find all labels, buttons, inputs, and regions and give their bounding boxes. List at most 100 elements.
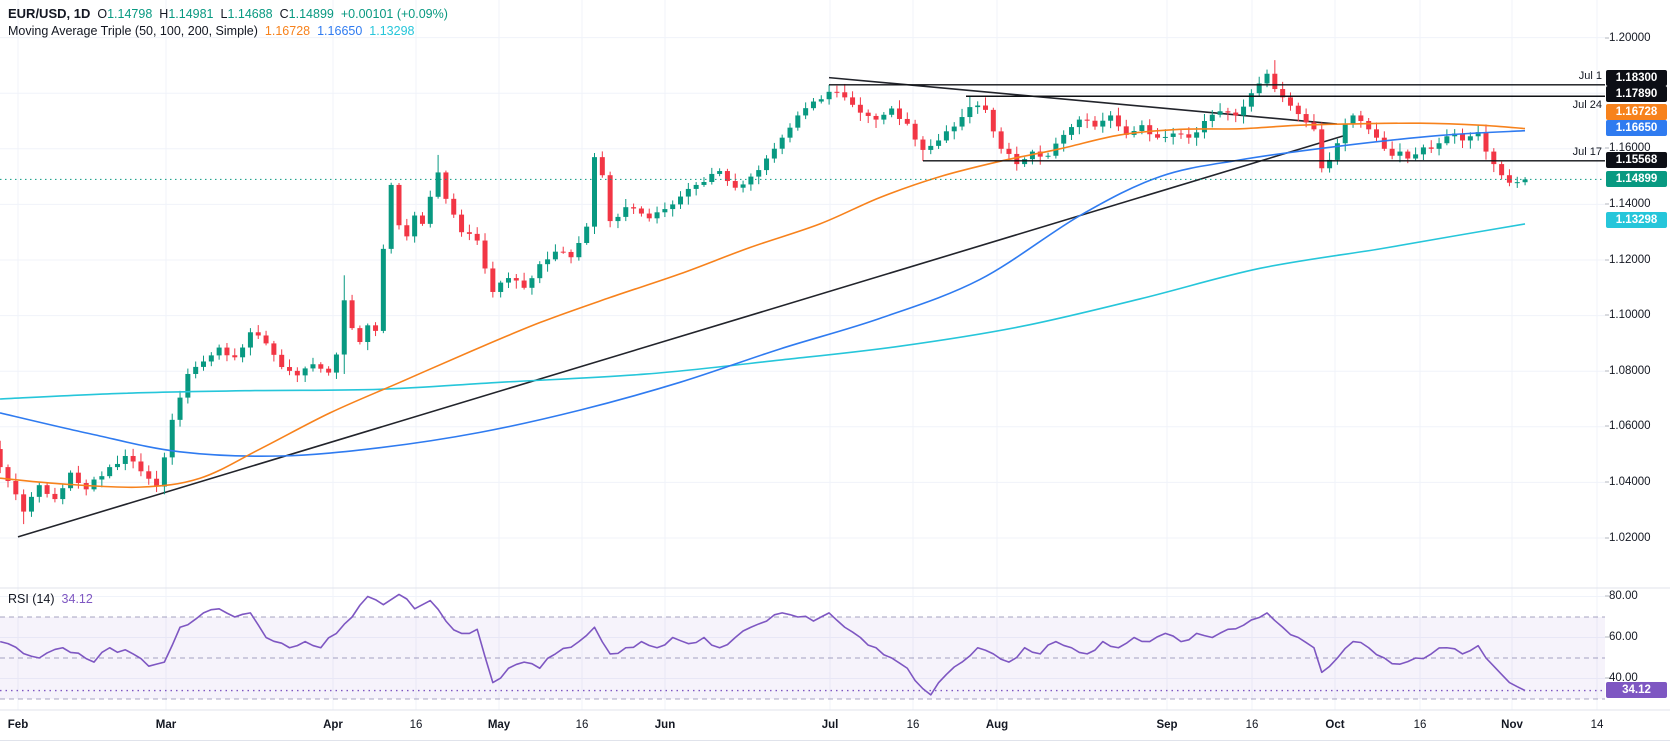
price-badge[interactable]: 1.16650 <box>1606 120 1667 136</box>
candle-body[interactable] <box>850 97 856 105</box>
candle-body[interactable] <box>717 171 723 174</box>
candle-body[interactable] <box>1327 159 1333 169</box>
candle-body[interactable] <box>443 172 449 199</box>
candle-body[interactable] <box>795 115 801 128</box>
candle-body[interactable] <box>75 472 81 484</box>
candle-body[interactable] <box>419 215 425 224</box>
candle-body[interactable] <box>60 488 66 500</box>
candle-body[interactable] <box>0 449 3 468</box>
price-axis-label[interactable]: 1.20000 <box>1609 32 1651 44</box>
time-axis-label[interactable]: Mar <box>155 719 177 731</box>
candle-body[interactable] <box>1506 175 1512 183</box>
candle-body[interactable] <box>732 181 738 188</box>
price-axis-label[interactable]: 1.02000 <box>1609 532 1651 544</box>
candle-body[interactable] <box>631 207 637 209</box>
candle-body[interactable] <box>912 123 918 140</box>
candle-body[interactable] <box>412 215 418 237</box>
candle-body[interactable] <box>404 225 410 237</box>
candle-body[interactable] <box>333 354 339 373</box>
price-axis-label[interactable]: 1.16000 <box>1609 142 1651 154</box>
candle-body[interactable] <box>271 343 277 355</box>
candle-body[interactable] <box>1123 126 1129 135</box>
candle-body[interactable] <box>568 251 574 258</box>
candle-body[interactable] <box>1006 148 1012 154</box>
candle-body[interactable] <box>1389 148 1395 156</box>
price-axis-label[interactable]: 1.04000 <box>1609 476 1651 488</box>
candle-body[interactable] <box>427 196 433 224</box>
candle-body[interactable] <box>365 325 371 343</box>
candle-body[interactable] <box>1374 129 1379 138</box>
candle-body[interactable] <box>1256 83 1262 94</box>
candle-body[interactable] <box>959 117 965 127</box>
candle-body[interactable] <box>787 127 793 138</box>
candle-body[interactable] <box>537 264 543 279</box>
rsi-axis-label[interactable]: 80.00 <box>1609 590 1638 602</box>
candle-body[interactable] <box>951 126 957 132</box>
candle-body[interactable] <box>998 131 1004 149</box>
candle-body[interactable] <box>1342 123 1348 144</box>
candle-body[interactable] <box>1162 136 1168 138</box>
candle-body[interactable] <box>1115 115 1121 127</box>
candle-body[interactable] <box>896 108 902 119</box>
candle-body[interactable] <box>1076 119 1082 128</box>
candle-body[interactable] <box>967 107 973 118</box>
candle-body[interactable] <box>13 481 19 495</box>
candle-body[interactable] <box>1178 133 1184 135</box>
candle-body[interactable] <box>599 157 605 176</box>
candle-body[interactable] <box>1522 179 1528 183</box>
candle-body[interactable] <box>185 373 191 398</box>
price-badge[interactable]: 1.18300 <box>1606 70 1667 86</box>
candle-body[interactable] <box>130 455 136 462</box>
price-axis-label[interactable]: 1.12000 <box>1609 254 1651 266</box>
candle-body[interactable] <box>1264 73 1270 84</box>
time-axis-label[interactable]: 14 <box>1590 719 1604 731</box>
candle-body[interactable] <box>310 364 316 369</box>
candle-body[interactable] <box>803 108 809 116</box>
candle-body[interactable] <box>1092 120 1098 127</box>
candle-body[interactable] <box>771 148 777 159</box>
candle-body[interactable] <box>52 493 58 500</box>
price-badge[interactable]: 1.15568 <box>1606 152 1667 168</box>
candle-body[interactable] <box>1303 114 1309 123</box>
candle-body[interactable] <box>670 204 676 210</box>
candle-body[interactable] <box>451 198 457 215</box>
candle-body[interactable] <box>177 397 183 420</box>
candle-body[interactable] <box>513 278 519 281</box>
price-axis-label[interactable]: 1.08000 <box>1609 365 1651 377</box>
candle-body[interactable] <box>1209 114 1215 121</box>
symbol-legend[interactable]: EUR/USD, 1D O1.14798 H1.14981 L1.14688 C… <box>8 5 448 23</box>
candle-body[interactable] <box>1186 134 1192 138</box>
time-axis-label[interactable]: 16 <box>1245 719 1259 731</box>
candle-body[interactable] <box>263 335 269 344</box>
candle-body[interactable] <box>975 105 981 108</box>
candle-body[interactable] <box>1460 133 1466 141</box>
candle-body[interactable] <box>740 184 746 188</box>
time-axis-label[interactable]: Oct <box>1325 719 1345 731</box>
candle-body[interactable] <box>983 105 988 110</box>
candle-body[interactable] <box>294 370 300 376</box>
candle-body[interactable] <box>1428 147 1434 149</box>
candles-layer[interactable] <box>0 60 1528 525</box>
candle-body[interactable] <box>826 91 832 100</box>
candle-body[interactable] <box>1108 115 1114 121</box>
price-badge[interactable]: 1.14899 <box>1606 171 1667 187</box>
trendlines-layer[interactable] <box>17 76 1344 538</box>
time-axis-label[interactable]: 16 <box>409 719 423 731</box>
candle-body[interactable] <box>1420 147 1426 155</box>
rsi-indicator-legend[interactable]: RSI (14) 34.12 <box>8 592 93 606</box>
candle-body[interactable] <box>68 472 74 489</box>
time-axis-label[interactable]: Apr <box>323 719 343 731</box>
candle-body[interactable] <box>936 140 942 146</box>
candle-body[interactable] <box>654 212 660 219</box>
time-axis-label[interactable]: 16 <box>906 719 920 731</box>
time-axis-label[interactable]: 16 <box>575 719 589 731</box>
candle-body[interactable] <box>1280 89 1286 98</box>
candle-body[interactable] <box>28 496 34 512</box>
candle-body[interactable] <box>169 419 175 458</box>
rsi-value-badge[interactable]: 34.12 <box>1606 682 1667 698</box>
candle-body[interactable] <box>1334 143 1340 160</box>
candle-body[interactable] <box>247 332 253 348</box>
candle-body[interactable] <box>693 184 699 189</box>
time-axis-label[interactable]: Nov <box>1501 719 1523 731</box>
